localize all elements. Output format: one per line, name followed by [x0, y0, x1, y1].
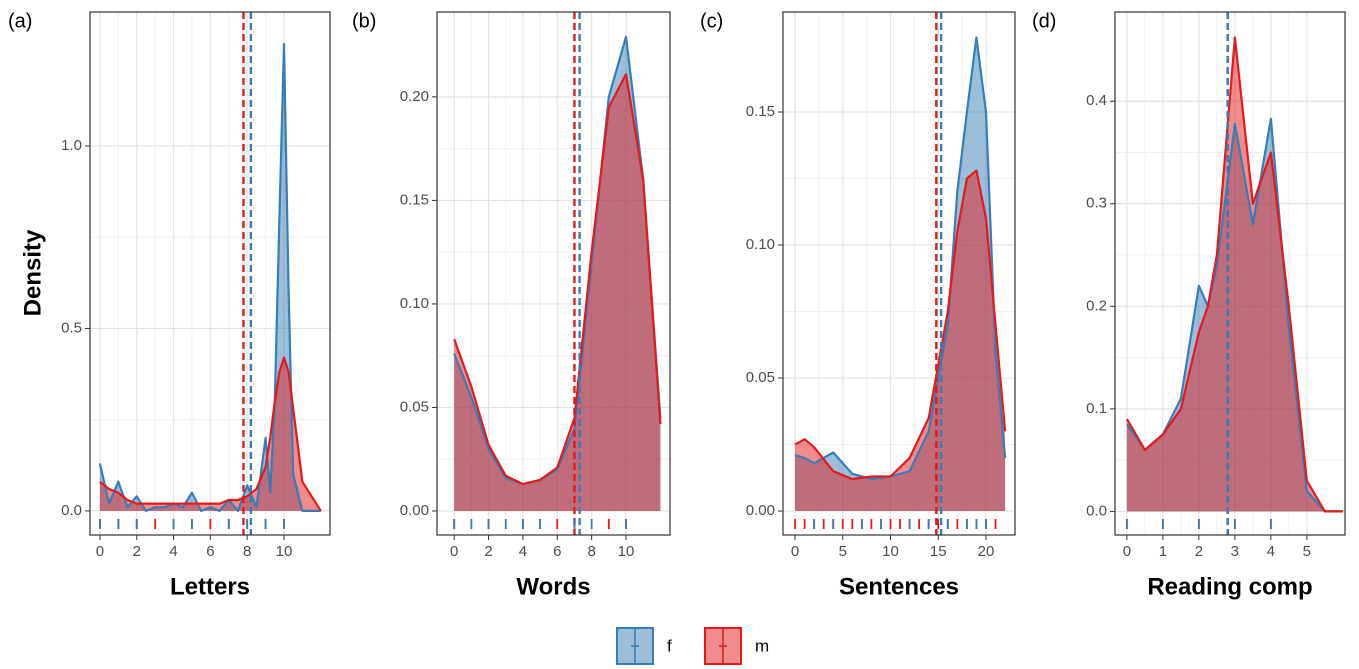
x-axis-title: Sentences: [839, 573, 959, 600]
x-tick-label: 10: [882, 543, 899, 560]
y-tick-label: 0.10: [746, 236, 775, 253]
y-tick-label: 0.00: [400, 502, 429, 519]
y-axis-title: Density: [19, 229, 46, 316]
y-tick-label: 0.05: [400, 398, 429, 415]
x-tick-label: 5: [839, 543, 847, 560]
x-tick-label: 8: [587, 543, 595, 560]
x-tick-label: 6: [206, 543, 214, 560]
density-line: [98, 42, 321, 512]
x-axis-title: Reading comp: [1147, 573, 1312, 600]
density-line: [453, 73, 662, 486]
plot-border: [1114, 11, 1346, 536]
x-axis-title: Words: [516, 573, 590, 600]
y-tick-label: 0.0: [61, 502, 82, 519]
y-tick-label: 0.3: [1086, 195, 1107, 212]
y-tick-label: 1.0: [61, 137, 82, 154]
x-tick-label: 3: [1231, 543, 1239, 560]
y-tick-label: 0.20: [400, 88, 429, 105]
x-tick-label: 10: [618, 543, 635, 560]
panel-label: (c): [700, 10, 723, 32]
x-tick-label: 15: [930, 543, 947, 560]
x-tick-label: 0: [450, 543, 458, 560]
x-tick-label: 4: [1267, 543, 1275, 560]
x-tick-label: 5: [1303, 543, 1311, 560]
density-line: [99, 356, 322, 512]
x-tick-label: 20: [978, 543, 995, 560]
plot-border: [782, 11, 1016, 536]
x-tick-label: 2: [484, 543, 492, 560]
x-tick-label: 1: [1159, 543, 1167, 560]
density-area: [795, 170, 1006, 512]
y-tick-label: 0.1: [1086, 400, 1107, 417]
y-tick-label: 0.2: [1086, 297, 1107, 314]
y-tick-label: 0.00: [746, 502, 775, 519]
x-tick-label: 2: [133, 543, 141, 560]
x-tick-label: 2: [1195, 543, 1203, 560]
density-area: [99, 357, 321, 511]
panel-label: (d): [1032, 10, 1056, 32]
x-tick-label: 6: [553, 543, 561, 560]
panel-label: (b): [352, 10, 376, 32]
x-tick-label: 4: [169, 543, 177, 560]
panel-label: (a): [8, 10, 32, 32]
x-tick-label: 8: [243, 543, 251, 560]
y-tick-label: 0.05: [746, 369, 775, 386]
x-tick-label: 0: [96, 543, 104, 560]
plot-border: [436, 11, 671, 536]
y-tick-label: 0.5: [61, 319, 82, 336]
x-tick-label: 10: [276, 543, 293, 560]
x-tick-label: 0: [791, 543, 799, 560]
x-tick-label: 0: [1123, 543, 1131, 560]
legend-label: f: [667, 636, 672, 655]
density-line: [794, 169, 1007, 481]
y-tick-label: 0.10: [400, 295, 429, 312]
y-tick-label: 0.0: [1086, 502, 1107, 519]
plot-border: [89, 11, 331, 536]
y-tick-label: 0.4: [1086, 92, 1107, 109]
x-tick-label: 4: [519, 543, 527, 560]
x-axis-title: Letters: [170, 573, 250, 600]
legend-label: m: [755, 636, 769, 655]
density-area: [1126, 37, 1343, 512]
density-line: [453, 35, 662, 486]
y-tick-label: 0.15: [746, 103, 775, 120]
y-tick-label: 0.15: [400, 191, 429, 208]
density-line: [1125, 36, 1343, 513]
density-area: [454, 74, 661, 511]
